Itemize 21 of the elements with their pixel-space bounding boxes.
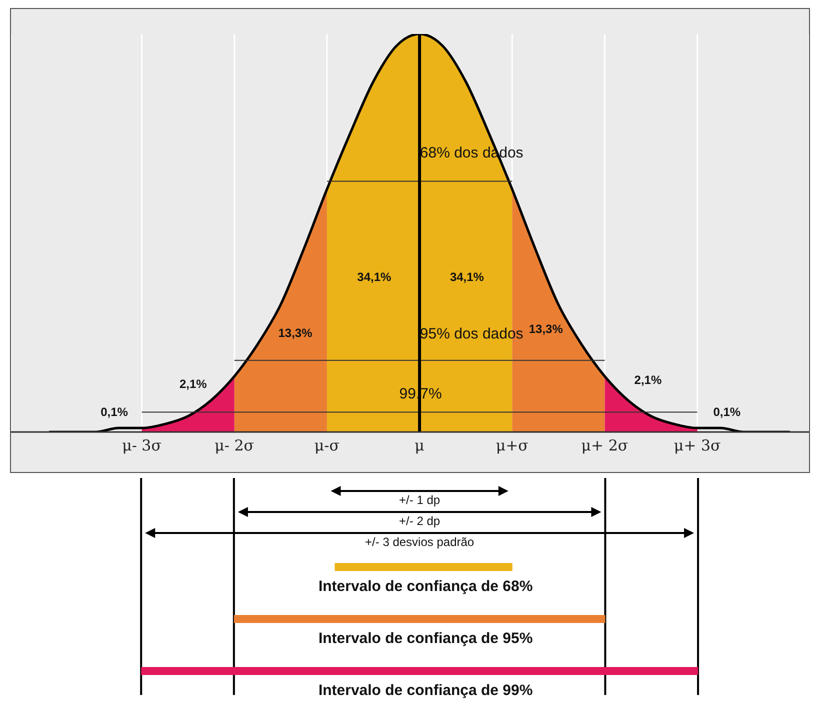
x-tick-label: μ+ 3σ <box>674 436 721 455</box>
text: Intervalo de confiança de 95% <box>318 630 533 647</box>
annotation: 34,1% <box>357 270 392 284</box>
annotation: 34,1% <box>450 270 484 284</box>
annotation: 2,1% <box>179 377 207 392</box>
text: Intervalo de confiança de 68% <box>318 578 533 595</box>
x-tick-label: μ- 3σ <box>122 436 162 455</box>
annotation: 13,3% <box>278 326 312 340</box>
text: +/- 3 desvios padrão <box>365 535 474 549</box>
text: Intervalo de confiança de 99% <box>318 682 533 699</box>
text: +/- 1 dp <box>399 493 440 507</box>
x-tick-label: μ+ 2σ <box>581 436 628 455</box>
x-tick-label: μ-σ <box>314 436 340 455</box>
annotation: 0,1% <box>100 405 128 420</box>
x-tick-label: μ+σ <box>496 436 528 455</box>
x-tick-label: μ- 2σ <box>214 436 254 455</box>
x-tick-label: μ <box>414 436 425 455</box>
text: +/- 2 dp <box>399 514 440 528</box>
annotation: 0,1% <box>713 405 741 420</box>
annotation: 13,3% <box>528 322 563 336</box>
annotation: 2,1% <box>634 373 662 388</box>
